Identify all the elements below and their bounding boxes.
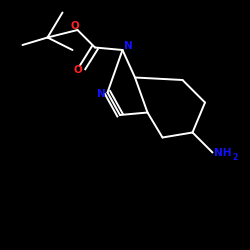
Text: O: O xyxy=(73,65,82,75)
Text: NH: NH xyxy=(214,148,231,158)
Text: N: N xyxy=(97,89,106,99)
Text: 2: 2 xyxy=(232,152,237,162)
Text: O: O xyxy=(71,21,80,31)
Text: N: N xyxy=(124,41,133,51)
